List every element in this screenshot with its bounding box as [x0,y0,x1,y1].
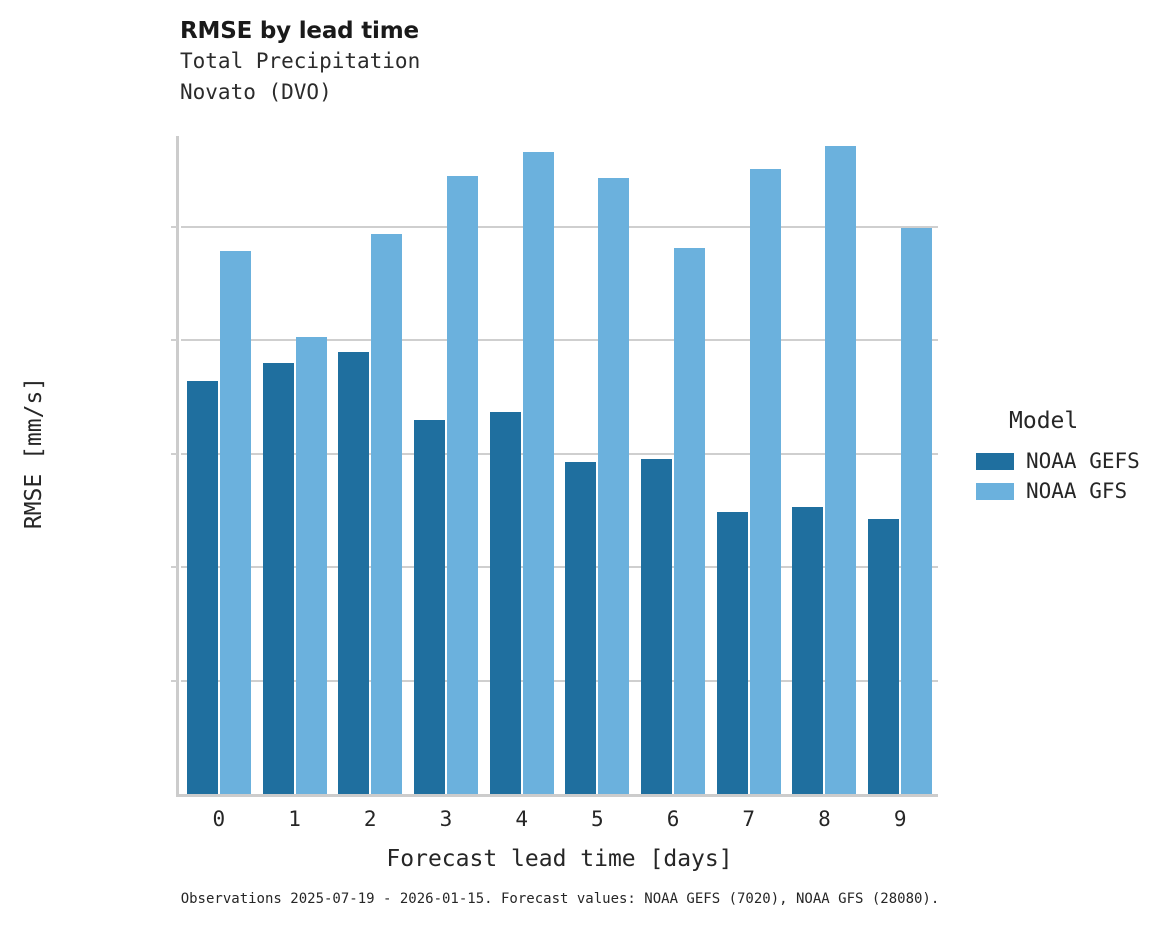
gridline [181,452,938,455]
legend-title: Model [1009,408,1079,434]
bar-noaa-gfs-day-5 [598,178,629,794]
legend-item-label: NOAA GFS [1026,479,1128,503]
y-tick-mark [171,225,177,228]
bar-noaa-gefs-day-0 [187,381,218,794]
plot-area: 0 1 2 3 4 5 6 7 8 9 [171,136,938,830]
y-tick-mark [171,452,177,455]
bar-noaa-gefs-day-9 [868,519,899,794]
legend-item-label: NOAA GEFS [1026,449,1140,473]
legend-item-noaa-gefs[interactable]: NOAA GEFS [976,446,1171,476]
x-tick-label: 2 [363,807,377,831]
y-tick-mark [171,566,177,569]
x-axis-spine [176,794,938,797]
y-axis-spine [176,136,179,794]
bar-noaa-gfs-day-1 [296,337,327,794]
x-axis-title: Forecast lead time [days] [386,846,733,872]
bar-noaa-gfs-day-9 [901,228,932,794]
gridline [181,566,938,569]
bar-noaa-gefs-day-5 [565,462,596,794]
x-tick-label: 9 [893,807,907,831]
bar-noaa-gefs-day-7 [717,512,748,794]
y-tick-mark [171,679,177,682]
bar-noaa-gefs-day-4 [490,412,521,794]
bar-noaa-gefs-day-6 [641,459,672,794]
chart-subtitle-location: Novato (DVO) [180,80,332,104]
bar-noaa-gfs-day-0 [220,251,251,794]
x-tick-label: 1 [288,807,301,831]
bar-noaa-gfs-day-8 [825,146,856,794]
bar-noaa-gfs-day-3 [447,176,478,794]
bar-noaa-gfs-day-6 [674,248,705,794]
chart-subtitle-variable: Total Precipitation [180,49,421,73]
legend-rows: NOAA GEFS NOAA GFS [976,446,1171,506]
bar-noaa-gfs-day-4 [523,152,554,794]
x-tick-label: 8 [818,807,831,831]
y-tick-mark [171,339,177,342]
legend-item-noaa-gfs[interactable]: NOAA GFS [976,476,1171,506]
bar-noaa-gfs-day-2 [371,234,402,794]
bar-noaa-gefs-day-3 [414,420,445,794]
y-axis-title: RMSE [mm/s] [21,376,47,530]
bar-noaa-gefs-day-8 [792,507,823,794]
x-tick-label: 3 [439,807,453,831]
bar-noaa-gefs-day-2 [338,352,369,794]
legend: Model NOAA GEFS NOAA GFS [976,408,1171,506]
x-tick-label: 5 [591,807,604,831]
x-tick-label: 7 [742,807,756,831]
page-title: RMSE by lead time [180,18,419,44]
x-tick-label: 6 [666,807,680,831]
bar-noaa-gfs-day-7 [750,169,781,794]
gridline [181,679,938,682]
legend-swatch-icon [976,452,1014,470]
gridline [181,339,938,342]
title-block: RMSE by lead time Total Precipitation No… [180,16,940,108]
x-tick-label: 4 [515,807,528,831]
gridline [181,225,938,228]
footer-note: Observations 2025-07-19 - 2026-01-15. Fo… [180,891,940,907]
x-tick-label: 0 [212,807,226,831]
legend-swatch-icon [976,482,1014,500]
bar-noaa-gefs-day-1 [263,363,294,794]
